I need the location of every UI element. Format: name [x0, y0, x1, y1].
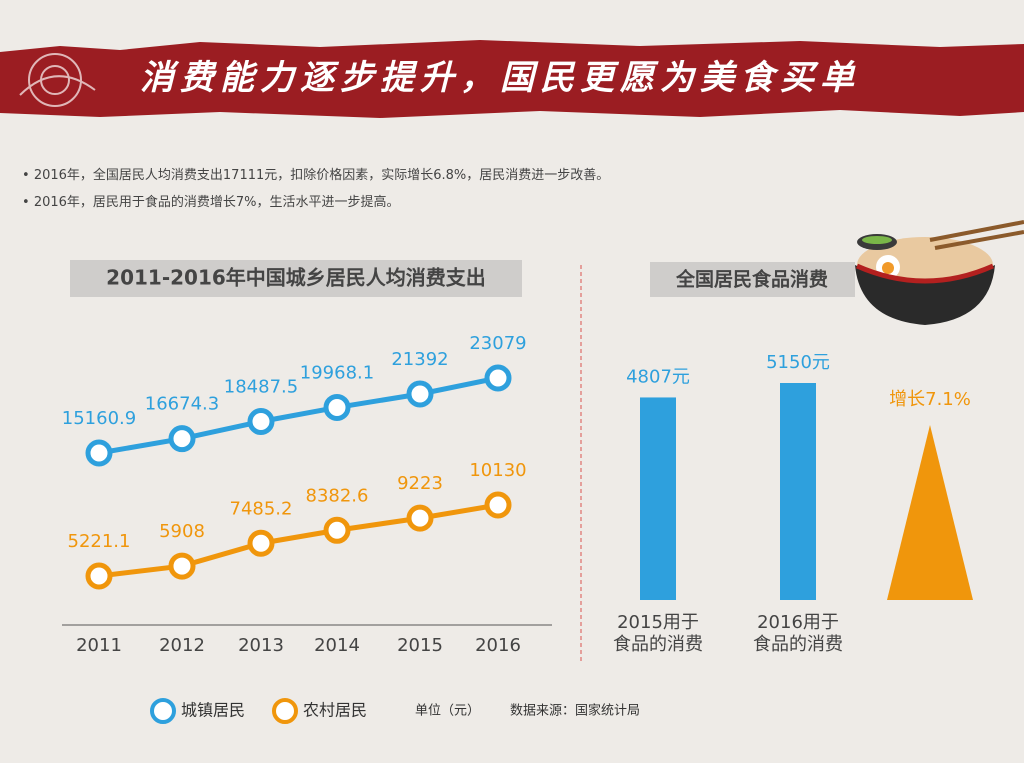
- x-tick-label: 2012: [159, 635, 205, 656]
- data-label: 7485.2: [230, 498, 293, 519]
- x-tick-label: 2011: [76, 635, 122, 656]
- point: [168, 425, 196, 453]
- data-label: 23079: [469, 333, 526, 354]
- series-line: [98, 375, 499, 456]
- data-label: 5221.1: [68, 531, 131, 552]
- bullet-text: 2016年，全国居民人均消费支出17111元，扣除价格因素，实际增长6.8%，居…: [33, 168, 610, 183]
- data-label: 18487.5: [224, 376, 298, 397]
- point: [247, 529, 275, 557]
- source-note: 数据来源：国家统计局: [510, 703, 640, 719]
- data-label: 16674.3: [145, 394, 219, 415]
- legend-label: 城镇居民: [181, 701, 245, 720]
- x-tick-label: 2014: [314, 635, 360, 656]
- bar-chart-title: 全国居民食品消费: [675, 268, 828, 291]
- point: [406, 504, 434, 532]
- bar: [640, 397, 676, 600]
- x-tick-label: 2015: [397, 635, 443, 656]
- noodle-bowl: [855, 220, 1024, 325]
- bullet: • 2016年，全国居民人均消费支出17111元，扣除价格因素，实际增长6.8%…: [22, 168, 610, 183]
- legend-swatch: [150, 698, 176, 724]
- point: [406, 380, 434, 408]
- data-label: 9223: [397, 473, 443, 494]
- line-chart-title: 2011-2016年中国城乡居民人均消费支出: [106, 266, 486, 290]
- unit-note: 单位（元）: [415, 704, 480, 719]
- point: [85, 439, 113, 467]
- point: [168, 552, 196, 580]
- x-tick-label: 2013: [238, 635, 284, 656]
- header-title: 消费能力逐步提升，国民更愿为美食买单: [140, 58, 860, 98]
- header-flower: [19, 53, 96, 107]
- data-label: 15160.9: [62, 408, 136, 429]
- point: [85, 562, 113, 590]
- point: [323, 393, 351, 421]
- point: [323, 516, 351, 544]
- bullet: • 2016年，居民用于食品的消费增长7%，生活水平进一步提高。: [22, 195, 400, 210]
- data-label: 19968.1: [300, 362, 374, 383]
- data-label: 8382.6: [306, 485, 369, 506]
- bar-title-box: [650, 262, 855, 297]
- data-label: 4807元: [626, 366, 690, 387]
- header-banner: [0, 40, 1024, 118]
- legend-swatch: [272, 698, 298, 724]
- x-tick-label: 2016: [475, 635, 521, 656]
- point: [484, 491, 512, 519]
- point: [247, 407, 275, 435]
- data-label: 10130: [469, 460, 526, 481]
- data-label: 21392: [391, 349, 448, 370]
- data-label: 5908: [159, 521, 205, 542]
- legend-label: 农村居民: [303, 701, 367, 720]
- bullet-text: 2016年，居民用于食品的消费增长7%，生活水平进一步提高。: [33, 195, 400, 210]
- line-title-box: [70, 260, 522, 297]
- growth-triangle: [887, 425, 973, 600]
- growth-label: 增长7.1%: [889, 389, 971, 410]
- x-tick-label: 2015用于 食品的消费: [613, 612, 703, 655]
- point: [484, 364, 512, 392]
- data-label: 5150元: [766, 352, 830, 373]
- x-tick-label: 2016用于 食品的消费: [753, 612, 843, 655]
- bar: [780, 383, 816, 600]
